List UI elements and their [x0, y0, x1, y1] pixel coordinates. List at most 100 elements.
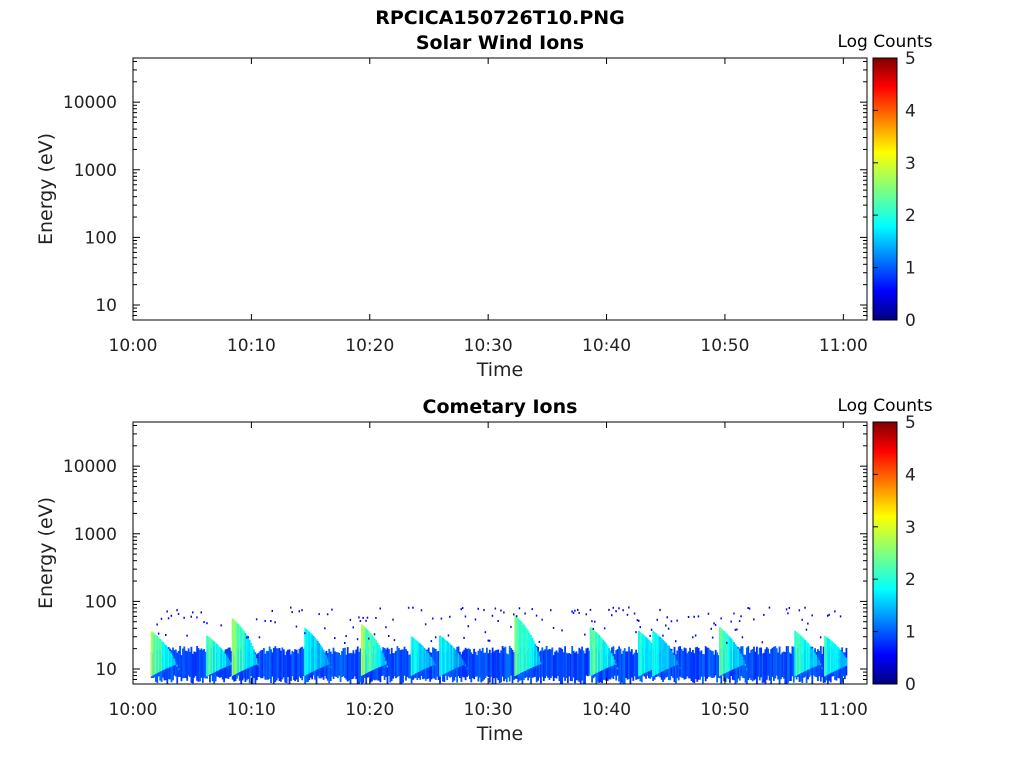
heatmap-cell	[186, 651, 189, 681]
heatmap-cell	[393, 652, 396, 677]
heatmap-cell	[588, 650, 591, 676]
heatmap-cell	[542, 650, 545, 681]
heatmap-speckle	[819, 636, 822, 639]
heatmap-cell	[649, 641, 652, 671]
heatmap-cell	[280, 650, 282, 682]
heatmap-cell	[822, 646, 825, 683]
heatmap-speckle	[190, 615, 192, 618]
panel-cometary-ions: Cometary Ions 10:00 10:10 10:20 10:30 10:40 1…	[35, 396, 933, 745]
heatmap-cell	[451, 646, 454, 670]
heatmap-cell	[255, 654, 258, 681]
heatmap-speckle	[726, 641, 728, 644]
heatmap-cell	[827, 637, 829, 675]
heatmap-speckle	[659, 608, 661, 611]
heatmap-cell	[619, 648, 622, 684]
heatmap-cell	[412, 637, 415, 676]
heatmap-cell	[413, 638, 416, 675]
heatmap-speckle	[440, 617, 443, 620]
heatmap-cell	[625, 651, 628, 678]
heatmap-speckle	[693, 615, 695, 618]
heatmap-cell	[422, 646, 424, 670]
heatmap-cell	[562, 652, 565, 678]
heatmap-cell	[407, 654, 410, 679]
heatmap-cell	[166, 647, 169, 669]
heatmap-speckle	[165, 634, 167, 636]
heatmap-cell	[831, 641, 834, 673]
heatmap-speckle	[488, 639, 491, 642]
heatmap-speckle	[541, 618, 543, 621]
heatmap-cell	[177, 668, 180, 671]
heatmap-cell	[571, 646, 574, 682]
y-tick-label: 10	[95, 660, 117, 680]
heatmap-speckle	[801, 618, 803, 621]
heatmap-cell	[842, 653, 845, 668]
heatmap-cell	[601, 638, 603, 671]
heatmap-cell	[368, 631, 370, 672]
heatmap-cell	[844, 655, 846, 667]
heatmap-speckle	[738, 620, 741, 623]
heatmap-cell	[648, 639, 650, 672]
heatmap-cell	[743, 654, 746, 679]
colorbar-gradient	[872, 57, 898, 321]
heatmap-cell	[460, 654, 463, 682]
heatmap-cell	[679, 646, 682, 677]
y-tick-label: 10	[95, 296, 117, 316]
heatmap-cell	[751, 649, 754, 682]
heatmap-cell	[295, 649, 298, 680]
heatmap-cell	[835, 645, 838, 671]
heatmap-cell	[541, 647, 544, 677]
heatmap-cell	[304, 627, 307, 676]
heatmap-cell	[405, 649, 407, 681]
x-tick-label: 10:20	[345, 336, 394, 356]
heatmap-cell	[419, 643, 422, 672]
heatmap-speckle	[635, 631, 637, 634]
heatmap-cell	[569, 654, 572, 681]
heatmap-cell	[777, 652, 780, 680]
heatmap-cell	[669, 648, 672, 668]
heatmap-cell	[491, 647, 494, 684]
heatmap-speckle	[834, 610, 836, 613]
heatmap-cell	[379, 653, 382, 683]
colorbar-tick-label: 4	[905, 101, 916, 121]
heatmap-cell	[764, 649, 767, 684]
heatmap-cell	[271, 652, 274, 677]
heatmap-cell	[696, 646, 699, 682]
heatmap-cell	[628, 646, 630, 679]
heatmap-cell	[439, 635, 441, 677]
heatmap-speckle	[552, 626, 555, 629]
heatmap-cell	[839, 650, 842, 669]
heatmap-cell	[505, 653, 508, 683]
heatmap-cell	[790, 653, 792, 681]
heatmap-cell	[711, 651, 714, 678]
heatmap-cell	[524, 626, 527, 671]
heatmap-cell	[322, 649, 325, 667]
heatmap-cell	[359, 648, 362, 683]
heatmap-cell	[309, 633, 312, 673]
heatmap-cell	[282, 649, 285, 678]
heatmap-cell	[638, 630, 640, 677]
heatmap-cell	[189, 651, 191, 677]
heatmap-cell	[657, 635, 660, 674]
heatmap-cell	[589, 627, 592, 677]
heatmap-cell	[675, 657, 677, 666]
heatmap-speckle	[255, 618, 258, 621]
heatmap-cell	[162, 641, 164, 671]
heatmap-cell	[274, 646, 277, 683]
heatmap-speckle	[484, 631, 487, 634]
heatmap-speckle	[375, 617, 377, 619]
heatmap-cell	[700, 650, 703, 677]
heatmap-cell	[380, 650, 383, 667]
heatmap-speckle	[412, 606, 414, 609]
heatmap-speckle	[430, 640, 433, 643]
heatmap-cell	[801, 637, 804, 673]
heatmap-cell	[160, 640, 163, 671]
heatmap-cell	[834, 644, 836, 672]
heatmap-cells	[150, 606, 848, 685]
heatmap-cell	[773, 646, 775, 681]
heatmap-cell	[724, 632, 727, 674]
heatmap-cell	[697, 648, 700, 680]
heatmap-cell	[699, 651, 701, 680]
heatmap-cell	[272, 647, 275, 685]
heatmap-cell	[233, 619, 236, 676]
